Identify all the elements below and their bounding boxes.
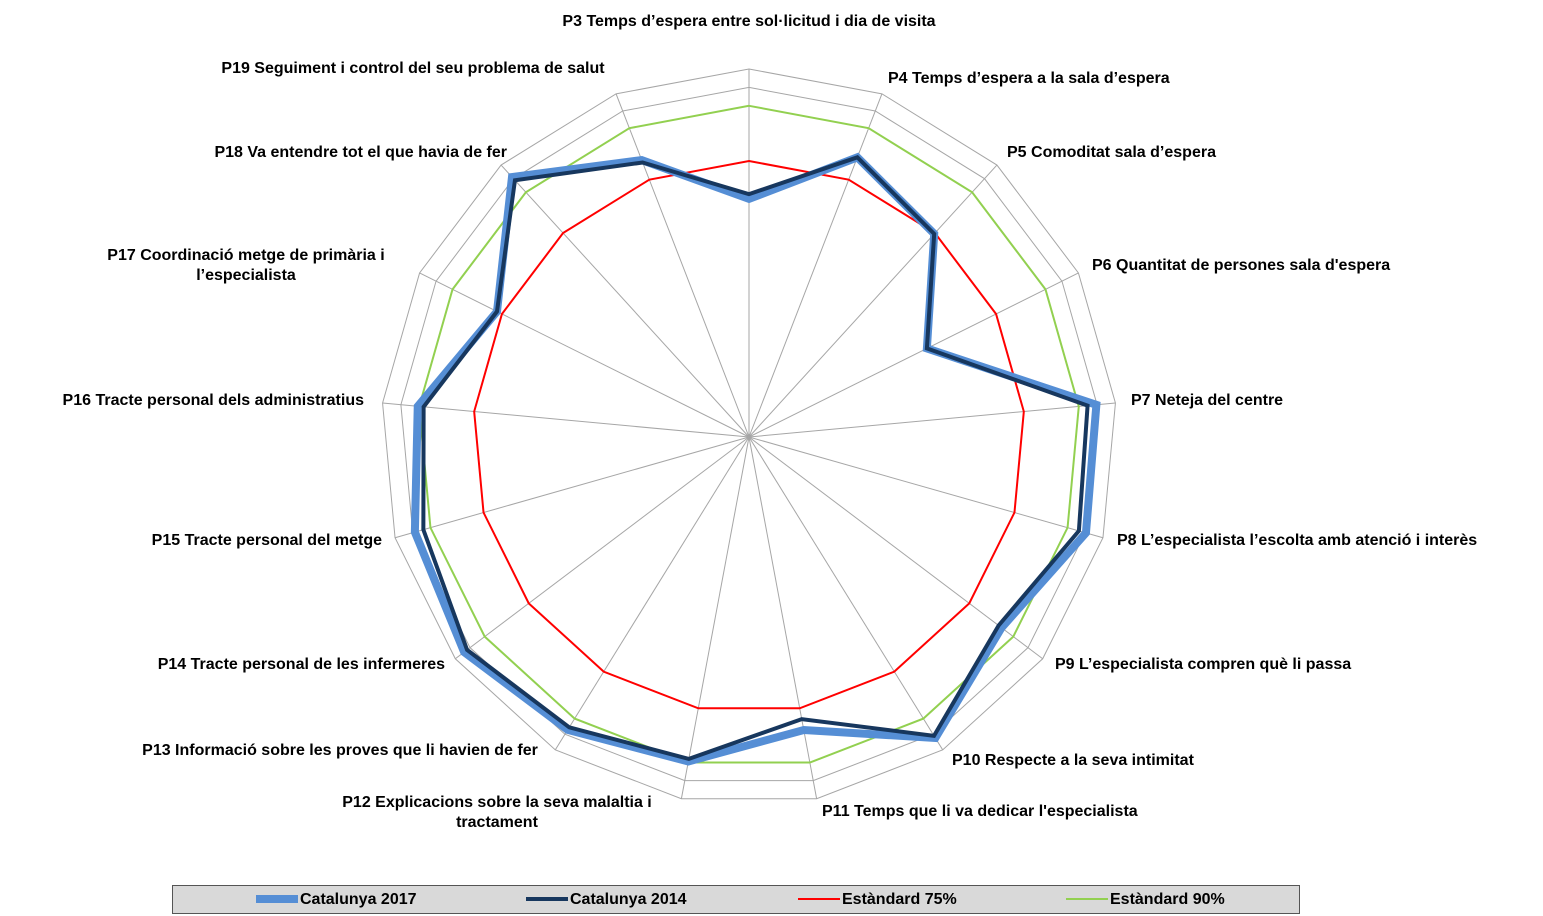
spoke [455, 436, 750, 660]
category-label: P7 Neteja del centre [1131, 392, 1284, 409]
category-label: P6 Quantitat de persones sala d'espera [1092, 257, 1391, 274]
category-label: P5 Comoditat sala d’espera [1007, 144, 1216, 161]
legend-swatch [526, 897, 568, 901]
grid-ring [400, 86, 1098, 782]
spoke [680, 436, 750, 799]
category-label: P16 Tracte personal dels administratius [62, 392, 364, 409]
legend-swatch [256, 895, 298, 903]
spoke [748, 436, 818, 799]
legend-label: Estàndard 75% [842, 891, 957, 908]
series-line [418, 104, 1080, 764]
legend-swatch [1066, 898, 1108, 900]
category-label: P18 Va entendre tot el que havia de fer [214, 144, 507, 161]
category-label: P11 Temps que li va dedicar l'especialis… [822, 803, 1138, 820]
legend-swatch [798, 898, 840, 900]
category-label: P13 Informació sobre les proves que li h… [142, 742, 538, 759]
category-label: P3 Temps d’espera entre sol·licitud i di… [562, 13, 936, 30]
series-line [421, 155, 1090, 762]
spoke [554, 436, 750, 751]
legend-label: Catalunya 2017 [300, 891, 417, 908]
category-label: P9 L’especialista compren què li passa [1055, 656, 1352, 673]
category-label: P19 Seguiment i control del seu problema… [221, 60, 605, 77]
spoke [748, 164, 998, 438]
spoke [419, 272, 750, 438]
category-label: P4 Temps d’espera a la sala d’espera [888, 70, 1170, 87]
spoke [500, 164, 750, 438]
spoke [615, 93, 750, 438]
spoke [748, 272, 1079, 438]
legend: Catalunya 2017 Catalunya 2014 Estàndard 75… [172, 885, 1300, 914]
category-label: P8 L’especialista l’escolta amb atenció … [1117, 532, 1478, 549]
spoke [748, 436, 1043, 660]
spoke [748, 93, 883, 438]
category-label: P17 Coordinació metge de primària i l’es… [107, 247, 385, 284]
category-label: P14 Tracte personal de les infermeres [157, 656, 445, 673]
spoke [748, 402, 1116, 438]
series-line [473, 159, 1025, 710]
plot-area [382, 68, 1116, 800]
legend-label: Catalunya 2014 [570, 891, 687, 908]
category-label: P15 Tracte personal del metge [151, 532, 382, 549]
spoke [382, 402, 750, 438]
grid-ring [382, 68, 1116, 800]
legend-label: Estàndard 90% [1110, 891, 1225, 908]
category-label: P12 Explicacions sobre la seva malaltia … [342, 794, 652, 831]
spoke [394, 436, 750, 539]
spoke [748, 436, 1104, 539]
series-line [410, 152, 1101, 766]
spoke [748, 436, 944, 751]
category-label: P10 Respecte a la seva intimitat [952, 752, 1194, 769]
